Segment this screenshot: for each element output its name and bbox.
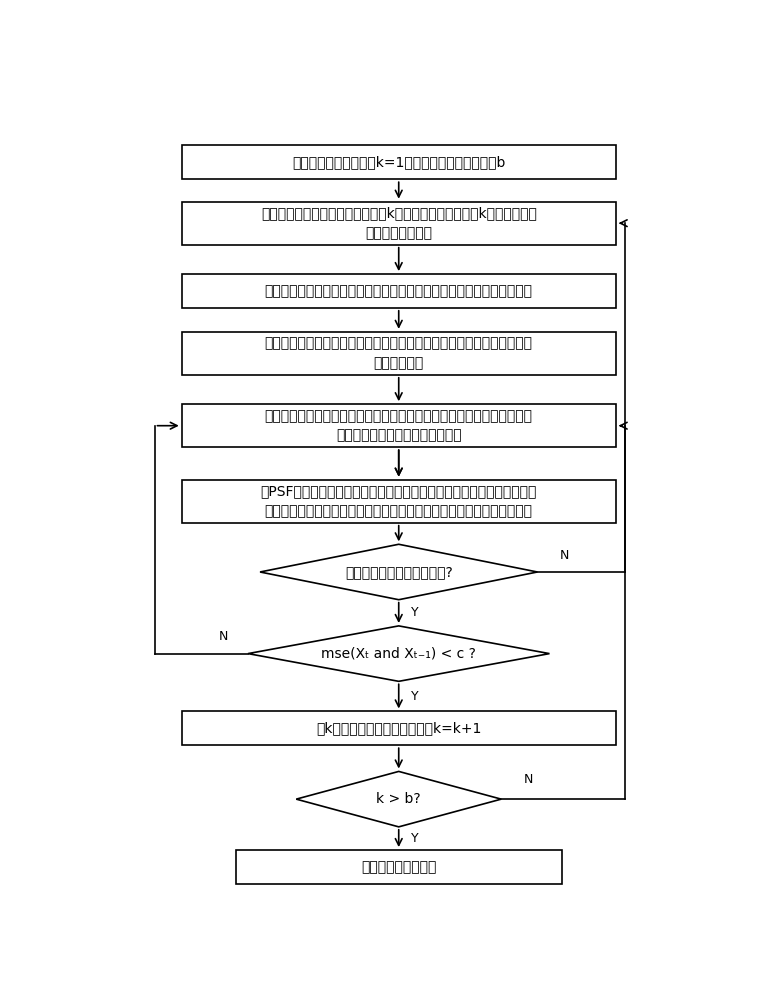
Text: 初始化，重建波段序号k=1，高光谱图像波段总数为b: 初始化，重建波段序号k=1，高光谱图像波段总数为b [292,155,506,169]
FancyBboxPatch shape [181,404,616,447]
Text: 高光谱图像重建完成: 高光谱图像重建完成 [361,860,436,874]
Text: N: N [560,549,569,562]
Text: 随机选取序列低分辨率图像中的任意一幅通过双三次插值得到初始参考帧: 随机选取序列低分辨率图像中的任意一幅通过双三次插值得到初始参考帧 [265,284,533,298]
Text: 计算图像的梯度图，并对其进行高斯滤波去除噪声，计算出松弛算子加入
到投影公式中: 计算图像的梯度图，并对其进行高斯滤波去除噪声，计算出松弛算子加入 到投影公式中 [265,337,533,370]
Polygon shape [296,771,501,827]
Text: 低分辨率图像序列均被使用?: 低分辨率图像序列均被使用? [345,565,453,579]
Text: 选取序列低分辨率高光谱图像的第k个波段的图像，得到第k个波段的序列
低分辨率灰度图像: 选取序列低分辨率高光谱图像的第k个波段的图像，得到第k个波段的序列 低分辨率灰度… [261,206,537,240]
Polygon shape [260,544,538,600]
FancyBboxPatch shape [181,145,616,179]
FancyBboxPatch shape [181,480,616,523]
FancyBboxPatch shape [236,850,562,884]
Text: mse(Xₜ and Xₜ₋₁) < c ?: mse(Xₜ and Xₜ₋₁) < c ? [321,647,476,661]
Polygon shape [248,626,549,681]
FancyBboxPatch shape [181,202,616,245]
FancyBboxPatch shape [181,332,616,375]
FancyBboxPatch shape [181,274,616,308]
Text: 第k波段的灰度图像重建完成，k=k+1: 第k波段的灰度图像重建完成，k=k+1 [316,721,482,735]
Text: N: N [524,773,533,786]
FancyBboxPatch shape [181,711,616,745]
Text: Y: Y [412,606,419,619]
Text: N: N [219,630,229,643]
Text: Y: Y [412,690,419,703]
Text: 用PSF模拟退化过程，将初始参考帧图像缩小到与低分辨率图像同尺寸，
再求二者残差，根据残差并且利用改进的投影公式对初始参考帧进行修正: 用PSF模拟退化过程，将初始参考帧图像缩小到与低分辨率图像同尺寸， 再求二者残差… [261,484,537,518]
Text: k > b?: k > b? [377,792,421,806]
Text: 从剩余的低分辨率图像中选取一幅，通过运动估计找到低分辨率图像上的
像素点在初始参考帧上的对应位置: 从剩余的低分辨率图像中选取一幅，通过运动估计找到低分辨率图像上的 像素点在初始参… [265,409,533,442]
Text: Y: Y [412,832,419,845]
